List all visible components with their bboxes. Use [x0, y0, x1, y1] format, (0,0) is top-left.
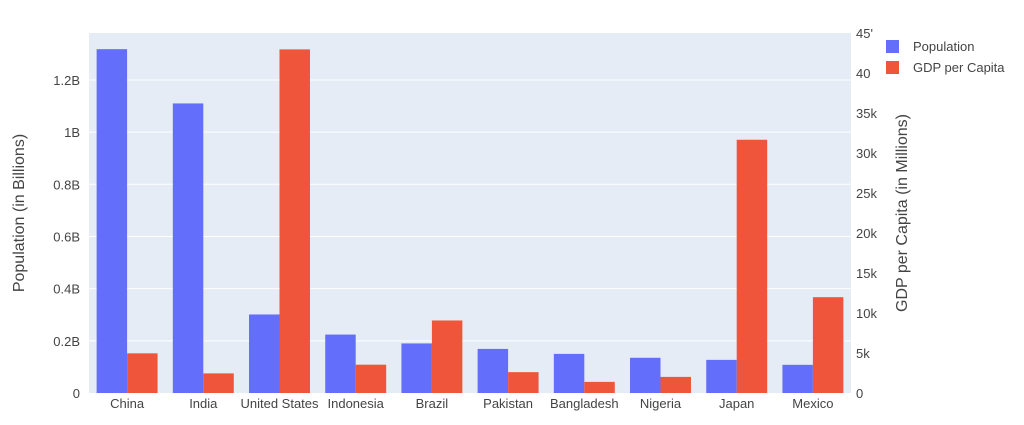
plot-area — [89, 33, 851, 393]
bar-population-india[interactable] — [172, 103, 204, 393]
y-axis-right-label: GDP per Capita (in Millions) — [894, 114, 911, 312]
x-tick-label: United States — [240, 396, 319, 411]
y-tick-label: 0.4B — [53, 282, 80, 297]
y2-tick-label: 35k — [856, 106, 877, 121]
y2-tick-label: 40 — [856, 66, 870, 81]
y2-tick-label: 20k — [856, 226, 877, 241]
y2-tick-label: 30k — [856, 146, 877, 161]
bar-population-nigeria[interactable] — [630, 357, 661, 393]
x-tick-label: Japan — [719, 396, 754, 411]
y-axis-left-ticks: 0 0.2B 0.4B 0.6B 0.8B 1B 1.2B — [53, 73, 80, 401]
y2-tick-label: 15k — [856, 266, 877, 281]
x-tick-label: Nigeria — [640, 396, 682, 411]
y-tick-label: 0.2B — [53, 334, 80, 349]
legend-label[interactable]: GDP per Capita — [913, 60, 1005, 75]
bar-gdp-per-capita-japan[interactable] — [736, 139, 768, 393]
x-tick-label: Mexico — [792, 396, 833, 411]
y2-tick-label: 45' — [856, 26, 873, 41]
y-tick-label: 0.6B — [53, 229, 80, 244]
bar-population-pakistan[interactable] — [477, 348, 509, 393]
x-axis-ticks: China India United States Indonesia Brazil Pa… — [110, 396, 833, 411]
x-tick-label: Bangladesh — [550, 396, 619, 411]
legend[interactable]: Population GDP per Capita — [886, 39, 1005, 75]
y-axis-left-label: Population (in Billions) — [11, 134, 28, 292]
y-tick-label: 0.8B — [53, 177, 80, 192]
bar-gdp-per-capita-mexico[interactable] — [812, 297, 844, 393]
gridlines — [89, 79, 851, 342]
y2-tick-label: 0 — [856, 386, 863, 401]
bar-gdp-per-capita-india[interactable] — [203, 373, 234, 393]
x-tick-label: Brazil — [416, 396, 449, 411]
bar-population-mexico[interactable] — [782, 364, 813, 393]
bar-gdp-per-capita-brazil[interactable] — [431, 320, 463, 393]
x-tick-label: Pakistan — [483, 396, 533, 411]
legend-label[interactable]: Population — [913, 39, 974, 54]
bar-gdp-per-capita-china[interactable] — [127, 353, 158, 393]
y2-tick-label: 5k — [856, 346, 870, 361]
bar-gdp-per-capita-bangladesh[interactable] — [584, 381, 615, 393]
y-tick-label: 1.2B — [53, 73, 80, 88]
y2-tick-label: 25k — [856, 186, 877, 201]
bar-population-brazil[interactable] — [401, 343, 432, 393]
legend-swatch[interactable] — [886, 61, 899, 74]
bar-population-united-states[interactable] — [249, 314, 280, 393]
x-tick-label: China — [110, 396, 145, 411]
y-tick-label: 0 — [73, 386, 80, 401]
x-tick-label: Indonesia — [328, 396, 385, 411]
bar-gdp-per-capita-indonesia[interactable] — [355, 364, 387, 393]
y2-tick-label: 10k — [856, 306, 877, 321]
bars — [96, 49, 844, 393]
bar-gdp-per-capita-united-states[interactable] — [279, 49, 310, 393]
bar-gdp-per-capita-pakistan[interactable] — [508, 372, 539, 393]
bar-population-china[interactable] — [96, 49, 128, 393]
y-axis-right-ticks: 0 5k 10k 15k 20k 25k 30k 35k 40 45' — [856, 26, 877, 401]
bar-population-indonesia[interactable] — [325, 334, 356, 393]
y-tick-label: 1B — [64, 125, 80, 140]
legend-swatch[interactable] — [886, 40, 899, 53]
bar-population-bangladesh[interactable] — [553, 353, 585, 393]
bar-population-japan[interactable] — [706, 359, 737, 393]
x-tick-label: India — [189, 396, 218, 411]
bar-gdp-per-capita-nigeria[interactable] — [660, 376, 691, 393]
